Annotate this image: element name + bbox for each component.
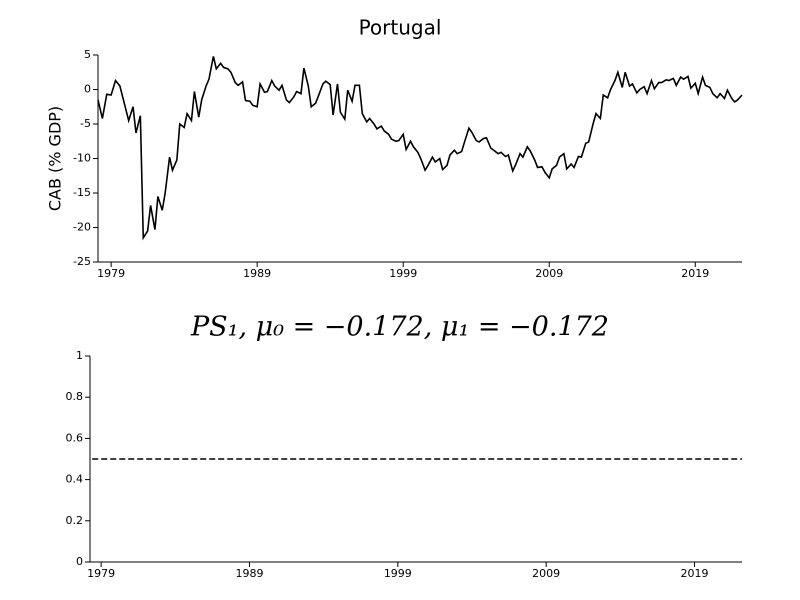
y-tick-label: -25	[73, 255, 91, 268]
y-tick-label: 0	[84, 83, 91, 96]
x-tick-label: 1979	[97, 267, 125, 280]
x-tick-label: 1999	[384, 567, 412, 580]
x-tick-label: 2019	[681, 267, 709, 280]
y-tick-label: -5	[80, 117, 91, 130]
y-tick-label: 1	[76, 349, 83, 362]
y-axis-label: CAB (% GDP)	[46, 106, 65, 211]
data-line	[97, 56, 743, 241]
x-tick-label: 1989	[235, 567, 263, 580]
x-tick-label: 1999	[389, 267, 417, 280]
y-tick-label: 0.8	[66, 390, 84, 403]
y-tick-label: -10	[73, 152, 91, 165]
x-tick-label: 2009	[532, 567, 560, 580]
chart-title: Portugal	[359, 16, 442, 40]
x-tick-label: 1989	[243, 267, 271, 280]
x-tick-label: 2009	[535, 267, 563, 280]
y-tick-label: 0.6	[66, 431, 84, 444]
y-tick-label: 0	[76, 555, 83, 568]
chart-title: PS₁, μ₀ = −0.172, μ₁ = −0.172	[190, 312, 609, 343]
y-tick-label: -15	[73, 186, 91, 199]
x-tick-label: 1979	[87, 567, 115, 580]
y-tick-label: 0.2	[66, 514, 84, 527]
y-tick-label: 5	[84, 48, 91, 61]
y-tick-label: -20	[73, 221, 91, 234]
y-tick-label: 0.4	[66, 473, 84, 486]
x-tick-label: 2019	[681, 567, 709, 580]
